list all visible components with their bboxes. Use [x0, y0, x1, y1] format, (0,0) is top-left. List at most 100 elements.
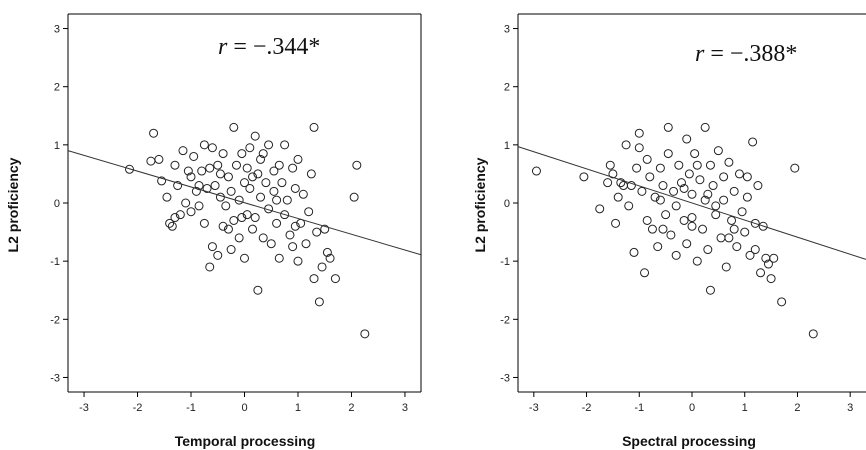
- scatter-point: [763, 259, 773, 269]
- scatter-point: [162, 192, 172, 202]
- scatter-point: [146, 156, 156, 166]
- scatter-point: [698, 224, 708, 234]
- x-tick-label: 2: [794, 402, 800, 414]
- scatter-point: [274, 253, 284, 263]
- scatter-point: [175, 210, 185, 220]
- scatter-point: [312, 227, 322, 237]
- r-symbol: r: [695, 41, 705, 67]
- scatter-point: [210, 181, 220, 191]
- scatter-point: [658, 224, 668, 234]
- scatter-point: [205, 262, 215, 272]
- scatter-point: [663, 149, 673, 159]
- scatter-point: [213, 160, 223, 170]
- scatter-point: [705, 285, 715, 295]
- scatter-point: [724, 233, 734, 243]
- correlation-annotation: r = −.388*: [695, 41, 797, 67]
- scatter-point: [290, 221, 300, 231]
- scatter-point: [282, 195, 292, 205]
- scatter-point: [304, 207, 314, 217]
- y-tick-label: -2: [50, 314, 60, 326]
- scatter-point: [661, 210, 671, 220]
- scatter-point: [640, 268, 650, 278]
- x-tick-label: 3: [402, 402, 408, 414]
- scatter-point: [687, 189, 697, 199]
- scatter-point: [687, 221, 697, 231]
- scatter-point: [234, 233, 244, 243]
- fit-line: [67, 150, 422, 256]
- scatter-point: [298, 189, 308, 199]
- scatter-point: [605, 160, 615, 170]
- scatter-point: [288, 242, 298, 252]
- scatter-point: [253, 169, 263, 179]
- x-tick-label: -3: [79, 402, 89, 414]
- scatter-point: [237, 149, 247, 159]
- scatter-point: [290, 183, 300, 193]
- scatter-point: [258, 233, 268, 243]
- x-tick-label: -1: [186, 402, 196, 414]
- scatter-point: [732, 242, 742, 252]
- scatter-point: [748, 137, 758, 147]
- scatter-point: [277, 178, 287, 188]
- scatter-point: [199, 218, 209, 228]
- scatter-point: [669, 186, 679, 196]
- scatter-point: [245, 183, 255, 193]
- scatter-point: [671, 201, 681, 211]
- scatter-point: [231, 160, 241, 170]
- correlation-annotation: r = −.344*: [218, 34, 320, 60]
- scatter-point: [226, 186, 236, 196]
- scatter-point: [157, 176, 167, 186]
- scatter-point: [603, 178, 613, 188]
- scatter-point: [679, 215, 689, 225]
- scatter-point: [724, 157, 734, 167]
- scatter-point: [258, 149, 268, 159]
- scatter-point: [692, 256, 702, 266]
- scatter-point: [624, 201, 634, 211]
- scatter-point: [240, 253, 249, 263]
- scatter-point: [703, 189, 713, 199]
- scatter-point: [756, 268, 766, 278]
- scatter-point: [272, 218, 282, 228]
- x-axis-title: Spectral processing: [622, 433, 756, 449]
- y-tick-label: 1: [54, 140, 60, 152]
- scatter-point: [729, 224, 739, 234]
- r-value: = −.344*: [227, 34, 320, 60]
- scatter-point: [253, 285, 263, 295]
- scatter-point: [579, 172, 589, 182]
- scatter-point: [750, 245, 760, 255]
- x-tick-label: -2: [133, 402, 143, 414]
- r-symbol: r: [218, 34, 228, 60]
- y-tick-label: -3: [50, 372, 60, 384]
- scatter-point: [221, 201, 231, 211]
- scatter-point: [634, 128, 644, 138]
- scatter-point: [663, 122, 673, 132]
- scatter-point: [314, 297, 324, 307]
- scatter-point: [727, 215, 737, 225]
- scatter-point: [207, 143, 217, 153]
- x-tick-label: 0: [689, 402, 695, 414]
- scatter-point: [666, 230, 676, 240]
- scatter-point: [734, 169, 744, 179]
- x-tick-label: 2: [348, 402, 354, 414]
- scatter-point: [325, 253, 335, 263]
- scatter-point: [245, 143, 255, 153]
- scatter-point: [125, 164, 135, 174]
- scatter-point: [626, 181, 636, 191]
- x-tick-label: -1: [634, 402, 644, 414]
- scatter-point: [301, 239, 311, 249]
- y-tick-label: -3: [500, 372, 510, 384]
- scatter-point: [531, 166, 541, 176]
- scatter-point: [708, 181, 718, 191]
- chart-spectral: -3 -2 -1 0 1 2 3 -3 -2 -1 0 1 2 3 Spectral processing L…: [472, 13, 866, 449]
- scatter-point: [237, 213, 247, 223]
- scatter-point: [676, 178, 686, 188]
- scatter-point: [719, 172, 729, 182]
- x-tick-label: 3: [847, 402, 853, 414]
- scatter-point: [360, 329, 370, 339]
- scatter-point: [202, 183, 212, 193]
- scatter-point: [713, 146, 723, 156]
- scatter-point: [647, 224, 657, 234]
- scatter-point: [705, 160, 715, 170]
- scatter-point: [218, 149, 228, 159]
- scatter-point: [264, 140, 274, 150]
